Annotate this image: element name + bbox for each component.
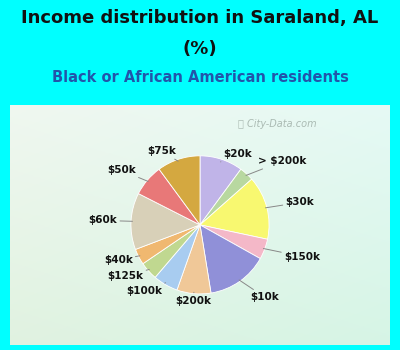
Wedge shape <box>200 225 260 293</box>
Wedge shape <box>200 169 252 225</box>
Text: $75k: $75k <box>147 146 178 161</box>
Text: ⓘ City-Data.com: ⓘ City-Data.com <box>238 119 317 130</box>
Wedge shape <box>138 169 200 225</box>
Text: > $200k: > $200k <box>246 156 306 175</box>
Wedge shape <box>136 225 200 264</box>
Wedge shape <box>177 225 211 294</box>
Text: $20k: $20k <box>221 149 252 162</box>
Text: $30k: $30k <box>266 197 314 208</box>
Text: $100k: $100k <box>126 283 166 296</box>
Wedge shape <box>143 225 200 277</box>
Text: Income distribution in Saraland, AL: Income distribution in Saraland, AL <box>21 9 379 27</box>
Text: $125k: $125k <box>108 270 149 281</box>
Text: $150k: $150k <box>263 248 320 261</box>
Text: $50k: $50k <box>107 165 148 181</box>
Text: $200k: $200k <box>175 292 211 306</box>
Wedge shape <box>200 225 268 259</box>
Text: (%): (%) <box>183 40 217 58</box>
Text: $60k: $60k <box>88 216 132 225</box>
Wedge shape <box>131 194 200 250</box>
Text: Black or African American residents: Black or African American residents <box>52 70 348 85</box>
Text: $40k: $40k <box>104 255 140 265</box>
Wedge shape <box>159 156 200 225</box>
Wedge shape <box>200 179 269 239</box>
Text: $10k: $10k <box>239 280 280 302</box>
Wedge shape <box>155 225 200 290</box>
Wedge shape <box>200 156 241 225</box>
